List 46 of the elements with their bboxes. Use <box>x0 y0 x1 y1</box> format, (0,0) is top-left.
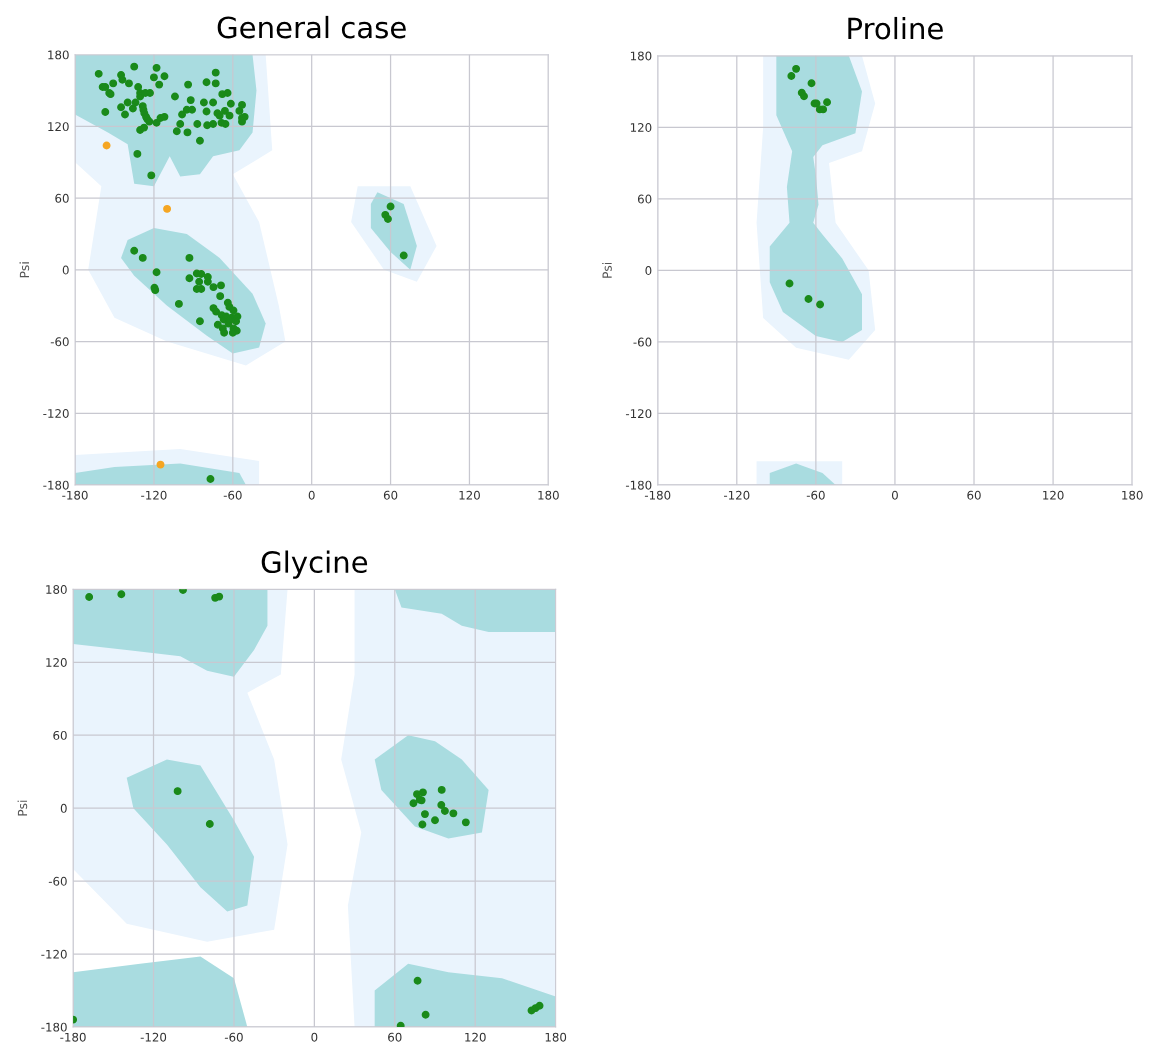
y-tick-label: 0 <box>645 266 652 276</box>
y-tick-label: -180 <box>41 1022 67 1032</box>
y-tick-label: 0 <box>62 265 69 275</box>
y-tick-label: 60 <box>53 730 67 740</box>
y-tick-label: -60 <box>50 337 69 347</box>
y-tick-label: 60 <box>637 194 652 204</box>
chart-title: Proline <box>848 16 943 40</box>
x-tick-label: -120 <box>140 1032 167 1042</box>
y-axis-title: Psi <box>17 800 28 816</box>
y-tick-label: 180 <box>46 585 67 594</box>
chart-title: General case <box>217 15 406 39</box>
y-tick-label: 0 <box>60 803 67 813</box>
y-tick-label: -60 <box>633 337 652 347</box>
x-tick-label: 120 <box>1043 490 1064 500</box>
y-tick-label: -180 <box>43 480 69 490</box>
x-tick-label: 60 <box>388 1032 402 1042</box>
y-tick-label: -120 <box>43 408 69 418</box>
x-tick-label: 180 <box>545 1032 567 1042</box>
y-tick-label: 120 <box>630 123 652 132</box>
y-tick-label: 120 <box>46 657 67 667</box>
y-tick-label: -120 <box>625 409 652 419</box>
y-axis-title: Psi <box>602 262 612 278</box>
y-tick-label: 60 <box>55 193 69 203</box>
x-tick-label: -120 <box>141 490 167 500</box>
x-tick-label: -180 <box>644 490 671 500</box>
x-tick-label: 60 <box>383 490 398 500</box>
x-tick-label: 0 <box>891 490 898 500</box>
y-tick-label: 120 <box>48 122 69 132</box>
x-tick-label: 0 <box>311 1032 318 1042</box>
y-tick-label: -180 <box>625 480 652 490</box>
x-tick-label: 60 <box>967 490 981 500</box>
x-tick-label: 120 <box>465 1032 486 1042</box>
x-tick-label: -60 <box>806 490 825 500</box>
y-tick-label: -60 <box>48 876 67 886</box>
x-tick-label: -120 <box>723 490 750 500</box>
y-tick-label: 180 <box>48 50 69 60</box>
x-tick-label: -60 <box>223 490 242 500</box>
x-tick-label: 120 <box>459 490 480 500</box>
x-tick-label: 180 <box>538 490 559 500</box>
chart-title: Glycine <box>261 550 368 579</box>
y-axis-title: Psi <box>19 262 30 278</box>
x-tick-label: 180 <box>1122 490 1143 500</box>
x-tick-label: -60 <box>224 1032 243 1042</box>
y-tick-label: 180 <box>630 51 652 61</box>
y-tick-label: -120 <box>41 949 67 959</box>
x-tick-label: 0 <box>308 490 315 500</box>
